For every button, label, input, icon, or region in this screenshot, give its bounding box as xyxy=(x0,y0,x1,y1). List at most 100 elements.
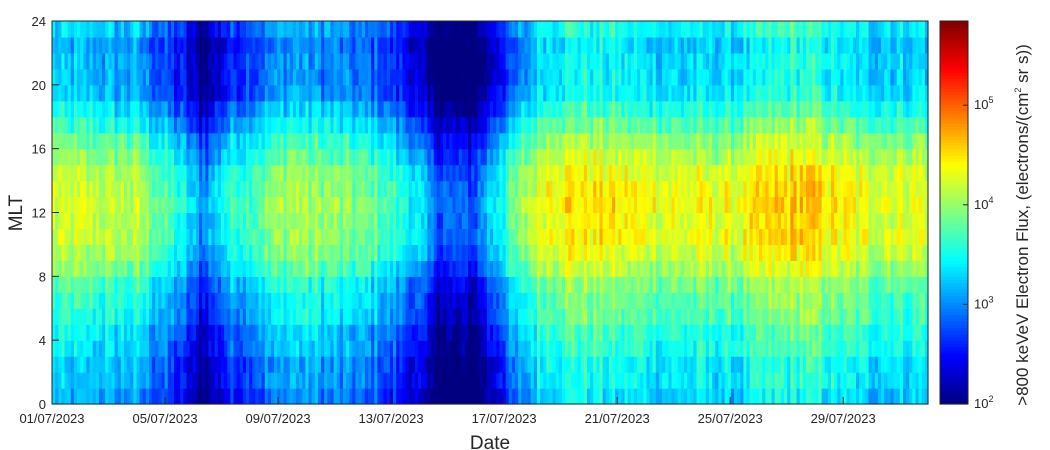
heatmap-cell xyxy=(640,116,644,134)
heatmap-cell xyxy=(145,164,150,182)
heatmap-cell xyxy=(543,52,547,70)
heatmap-cell xyxy=(274,372,278,389)
heatmap-cell xyxy=(277,84,281,102)
heatmap-cell xyxy=(493,212,497,230)
heatmap-cell xyxy=(690,372,694,389)
heatmap-cell xyxy=(577,100,582,118)
heatmap-cell xyxy=(518,52,522,70)
heatmap-cell xyxy=(55,244,59,261)
heatmap-cell xyxy=(177,276,181,293)
heatmap-cell xyxy=(693,228,698,246)
heatmap-cell xyxy=(396,164,400,182)
heatmap-cell xyxy=(374,84,378,102)
heatmap-cell xyxy=(540,388,544,405)
heatmap-cell xyxy=(490,36,494,54)
heatmap-cell xyxy=(186,148,191,166)
heatmap-cell xyxy=(446,260,450,277)
heatmap-cell xyxy=(158,228,163,246)
heatmap-cell xyxy=(615,84,619,102)
heatmap-cell xyxy=(220,116,225,134)
heatmap-cell xyxy=(123,260,128,277)
heatmap-cell xyxy=(599,68,604,86)
heatmap-cell xyxy=(536,212,541,230)
heatmap-cell xyxy=(380,196,385,214)
heatmap-cell xyxy=(687,212,691,230)
heatmap-cell xyxy=(527,180,532,198)
heatmap-cell xyxy=(630,68,635,86)
heatmap-cell xyxy=(446,212,450,230)
heatmap-cell xyxy=(518,388,522,405)
heatmap-cell xyxy=(521,36,526,54)
heatmap-cell xyxy=(446,276,450,293)
heatmap-cell xyxy=(361,308,366,325)
heatmap-cell xyxy=(608,244,613,261)
heatmap-cell xyxy=(439,244,444,261)
heatmap-cell xyxy=(192,388,197,405)
heatmap-cell xyxy=(189,68,194,86)
heatmap-cell xyxy=(608,292,613,309)
heatmap-cell xyxy=(342,388,347,405)
heatmap-cell xyxy=(292,21,297,38)
heatmap-cell xyxy=(195,340,200,357)
heatmap-cell xyxy=(142,260,147,277)
heatmap-cell xyxy=(239,164,244,182)
heatmap-cell xyxy=(468,260,472,277)
heatmap-cell xyxy=(58,196,62,214)
heatmap-cell xyxy=(352,244,357,261)
heatmap-cell xyxy=(152,212,156,230)
heatmap-cell xyxy=(296,244,300,261)
heatmap-cell xyxy=(396,244,400,261)
heatmap-cell xyxy=(436,276,441,293)
heatmap-cell xyxy=(624,244,629,261)
heatmap-cell xyxy=(136,292,141,309)
heatmap-cell xyxy=(264,36,269,54)
heatmap-cell xyxy=(208,340,213,357)
heatmap-cell xyxy=(111,308,116,325)
heatmap-cell xyxy=(596,68,601,86)
heatmap-cell xyxy=(321,68,325,86)
heatmap-cell xyxy=(252,292,256,309)
heatmap-cell xyxy=(86,116,91,134)
heatmap-cell xyxy=(70,132,75,150)
heatmap-cell xyxy=(699,308,704,325)
heatmap-cell xyxy=(202,36,206,54)
heatmap-cell xyxy=(155,212,159,230)
heatmap-cell xyxy=(152,180,156,198)
heatmap-cell xyxy=(264,21,269,38)
heatmap-cell xyxy=(699,324,704,341)
heatmap-cell xyxy=(418,164,422,182)
heatmap-cell xyxy=(111,52,116,70)
heatmap-cell xyxy=(274,388,278,405)
heatmap-cell xyxy=(490,180,494,198)
heatmap-cell xyxy=(271,164,275,182)
heatmap-cell xyxy=(496,324,500,341)
heatmap-cell xyxy=(330,276,335,293)
heatmap-cell xyxy=(242,292,247,309)
heatmap-cell xyxy=(95,148,100,166)
heatmap-cell xyxy=(55,276,59,293)
heatmap-cell xyxy=(671,244,676,261)
heatmap-cell xyxy=(621,36,626,54)
heatmap-cell xyxy=(67,308,72,325)
heatmap-cell xyxy=(170,84,175,102)
heatmap-cell xyxy=(665,340,669,357)
heatmap-cell xyxy=(565,132,569,150)
heatmap-cell xyxy=(111,164,116,182)
heatmap-cell xyxy=(155,52,159,70)
heatmap-cell xyxy=(346,132,350,150)
heatmap-cell xyxy=(296,164,300,182)
heatmap-cell xyxy=(605,180,610,198)
heatmap-cell xyxy=(58,260,62,277)
heatmap-cell xyxy=(627,148,632,166)
heatmap-cell xyxy=(621,148,626,166)
heatmap-cell xyxy=(217,116,222,134)
heatmap-cell xyxy=(133,388,138,405)
heatmap-cell xyxy=(449,356,454,373)
heatmap-cell xyxy=(67,148,72,166)
heatmap-cell xyxy=(436,52,441,70)
heatmap-cell xyxy=(183,340,188,357)
heatmap-cell xyxy=(280,340,285,357)
heatmap-cell xyxy=(358,228,363,246)
heatmap-cell xyxy=(220,180,225,198)
heatmap-cell xyxy=(452,196,457,214)
